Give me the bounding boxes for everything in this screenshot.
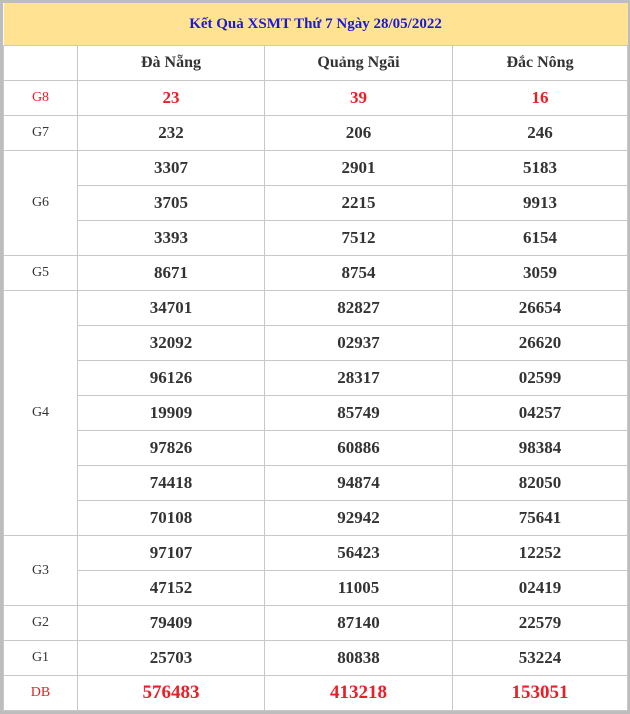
- table-row: G8 23 39 16: [3, 80, 629, 116]
- result-number: 53224: [451, 640, 629, 676]
- table-row: 97826 60886 98384: [4, 430, 629, 466]
- result-number: 74418: [77, 465, 265, 501]
- result-number: 232: [77, 115, 265, 151]
- result-number: 97107: [77, 535, 265, 571]
- table-row: 19909 85749 04257: [4, 395, 629, 431]
- result-number: 3705: [77, 185, 265, 221]
- table-row: DB 576483 413218 153051: [3, 675, 629, 711]
- lottery-results-table: Kết Quả XSMT Thứ 7 Ngày 28/05/2022 Đà Nẵ…: [3, 3, 629, 711]
- table-row: G2 79409 87140 22579: [3, 605, 629, 641]
- table-row: 47152 11005 02419: [4, 570, 629, 606]
- result-number: 80838: [264, 640, 453, 676]
- prize-label: G3: [3, 535, 78, 606]
- table-row: G5 8671 8754 3059: [3, 255, 629, 291]
- table-row: 70108 92942 75641: [4, 500, 629, 536]
- result-number: 75641: [451, 500, 629, 536]
- result-number: 23: [77, 80, 265, 116]
- table-row: 96126 28317 02599: [4, 360, 629, 396]
- result-number: 11005: [264, 570, 453, 606]
- result-number: 2215: [264, 185, 453, 221]
- header-row: Đà Nẵng Quảng Ngãi Đắc Nông: [3, 45, 629, 81]
- result-number: 3059: [451, 255, 629, 291]
- result-number: 7512: [264, 220, 453, 256]
- prize-label: G2: [3, 605, 78, 641]
- result-number: 02419: [451, 570, 629, 606]
- result-number: 85749: [264, 395, 453, 431]
- result-number: 34701: [77, 290, 265, 326]
- table-row: 3705 2215 9913: [4, 185, 629, 221]
- result-number: 19909: [77, 395, 265, 431]
- prize-label: G7: [3, 115, 78, 151]
- table-row: G1 25703 80838 53224: [3, 640, 629, 676]
- result-number: 246: [451, 115, 629, 151]
- table-row: 3393 7512 6154: [4, 220, 629, 256]
- result-number: 39: [264, 80, 453, 116]
- table-row: G7 232 206 246: [3, 115, 629, 151]
- table-row: G6 3307 2901 5183: [3, 150, 629, 256]
- result-number: 22579: [451, 605, 629, 641]
- table-row: G3 97107 56423 12252: [3, 535, 629, 606]
- result-number: 32092: [77, 325, 265, 361]
- result-number: 70108: [77, 500, 265, 536]
- result-number: 28317: [264, 360, 453, 396]
- result-number: 87140: [264, 605, 453, 641]
- result-number: 56423: [264, 535, 453, 571]
- result-number: 26654: [451, 290, 629, 326]
- result-number: 82827: [264, 290, 453, 326]
- result-number: 92942: [264, 500, 453, 536]
- result-number: 413218: [264, 675, 453, 711]
- table-row: 74418 94874 82050: [4, 465, 629, 501]
- prize-label: G8: [3, 80, 78, 116]
- result-number: 153051: [451, 675, 629, 711]
- result-number: 47152: [77, 570, 265, 606]
- result-number: 2901: [264, 150, 453, 186]
- result-number: 6154: [451, 220, 629, 256]
- column-header: Quảng Ngãi: [264, 45, 453, 81]
- result-number: 04257: [451, 395, 629, 431]
- column-header: Đà Nẵng: [77, 45, 265, 81]
- result-number: 8671: [77, 255, 265, 291]
- result-number: 5183: [451, 150, 629, 186]
- result-number: 97826: [77, 430, 265, 466]
- prize-label: G1: [3, 640, 78, 676]
- result-number: 79409: [77, 605, 265, 641]
- result-number: 16: [451, 80, 629, 116]
- result-number: 98384: [451, 430, 629, 466]
- table-title: Kết Quả XSMT Thứ 7 Ngày 28/05/2022: [3, 3, 628, 46]
- table-row: 32092 02937 26620: [4, 325, 629, 361]
- column-header: Đắc Nông: [451, 45, 629, 81]
- prize-label: G5: [3, 255, 78, 291]
- result-number: 94874: [264, 465, 453, 501]
- result-number: 26620: [451, 325, 629, 361]
- result-number: 206: [264, 115, 453, 151]
- result-number: 12252: [451, 535, 629, 571]
- prize-header: [3, 45, 78, 81]
- result-number: 576483: [77, 675, 265, 711]
- prize-label: G6: [3, 150, 78, 256]
- result-number: 8754: [264, 255, 453, 291]
- result-number: 9913: [451, 185, 629, 221]
- result-number: 60886: [264, 430, 453, 466]
- result-number: 3307: [77, 150, 265, 186]
- result-number: 02599: [451, 360, 629, 396]
- result-number: 82050: [451, 465, 629, 501]
- result-number: 25703: [77, 640, 265, 676]
- table-row: G4 34701 82827 26654: [3, 290, 629, 536]
- result-number: 96126: [77, 360, 265, 396]
- prize-label: G4: [3, 290, 78, 536]
- prize-label: DB: [3, 675, 78, 711]
- result-number: 02937: [264, 325, 453, 361]
- result-number: 3393: [77, 220, 265, 256]
